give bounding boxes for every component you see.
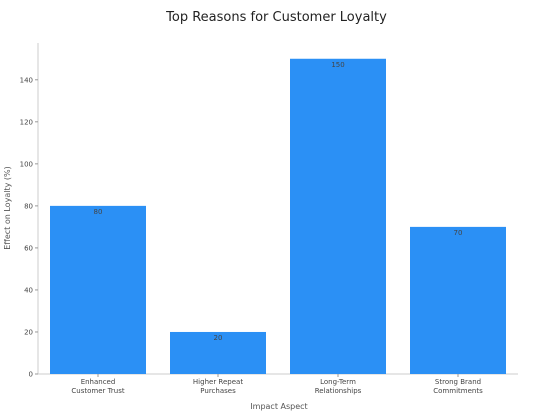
- chart-title: Top Reasons for Customer Loyalty: [166, 10, 387, 25]
- y-tick-label: 80: [24, 202, 33, 210]
- y-tick-label: 60: [24, 244, 33, 252]
- bar: [170, 331, 266, 374]
- data-label: 150: [331, 61, 344, 69]
- y-axis-label: Effect on Loyalty (%): [3, 166, 12, 249]
- x-tick-label: Higher Repeat Purchases: [193, 378, 243, 395]
- bar: [290, 58, 386, 375]
- y-tick-label: 20: [24, 328, 33, 336]
- x-tick-label: Enhanced Customer Trust: [71, 378, 124, 395]
- y-tick-label: 0: [29, 371, 33, 379]
- y-tick-label: 40: [24, 286, 33, 294]
- bar: [50, 205, 146, 374]
- data-label: 20: [214, 334, 223, 342]
- data-label: 80: [94, 208, 103, 216]
- axes: 0 20 40 60 80 100 120 140 Enhanced Customer Trust…: [20, 43, 518, 395]
- y-tick-label: 140: [20, 76, 33, 84]
- x-tick-label: Long-Term Relationships: [315, 378, 362, 395]
- x-tick-label: Strong Brand Commitments: [433, 378, 483, 395]
- data-label: 70: [454, 229, 463, 237]
- bar: [410, 226, 506, 374]
- y-tick-label: 120: [20, 118, 33, 126]
- bars: [50, 58, 506, 375]
- x-axis-label: Impact Aspect: [250, 402, 307, 411]
- y-tick-label: 100: [20, 160, 33, 168]
- labels: 80 20 150 70: [94, 61, 463, 342]
